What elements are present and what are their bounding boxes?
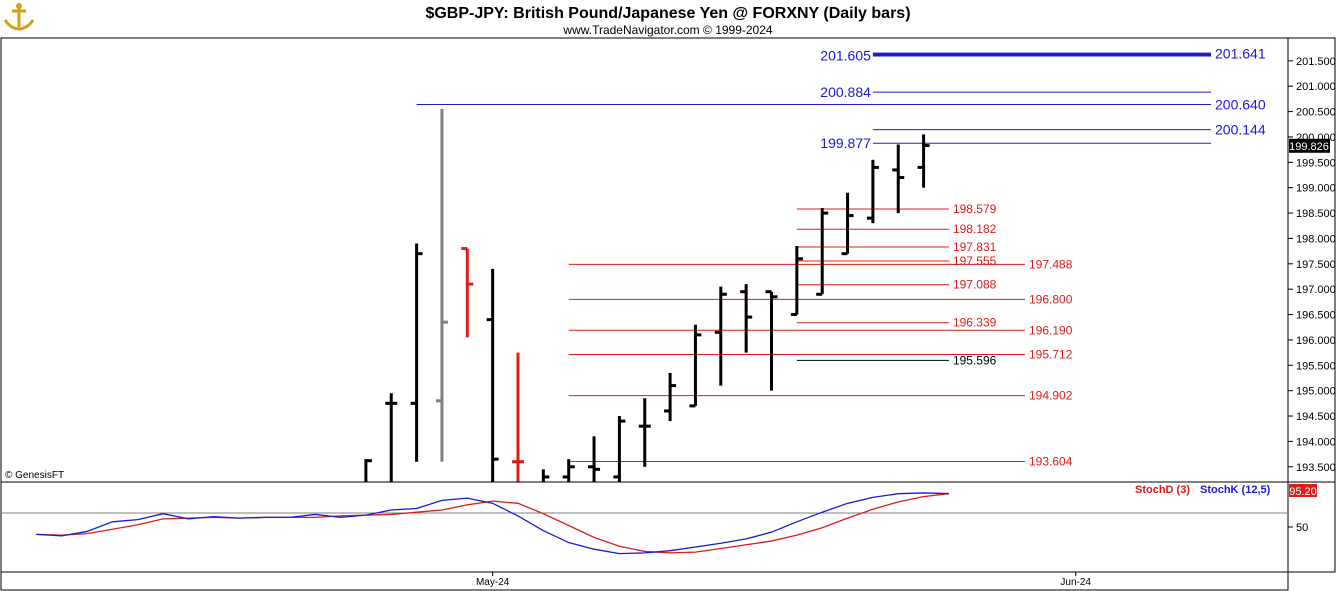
price-tick-label: 196.000 xyxy=(1296,335,1336,347)
chart-title: $GBP-JPY: British Pound/Japanese Yen @ F… xyxy=(425,5,910,22)
price-bar xyxy=(562,459,575,482)
level-label: 195.712 xyxy=(1029,348,1073,362)
level-label: 195.596 xyxy=(953,353,997,367)
last-price-marker: 199.826 xyxy=(1289,138,1330,153)
date-axis xyxy=(0,571,1289,591)
date-tick-label: May-24 xyxy=(476,577,510,588)
price-bar xyxy=(638,398,651,467)
oscillator-tick-label: 50 xyxy=(1296,522,1308,534)
price-tick-label: 195.500 xyxy=(1296,360,1336,372)
oscillator-last-box xyxy=(1289,484,1317,497)
price-tick-label: 198.000 xyxy=(1296,233,1336,245)
price-tick-label: 193.500 xyxy=(1296,462,1336,474)
price-bar xyxy=(765,290,778,391)
price-tick-label: 194.500 xyxy=(1296,411,1336,423)
level-label: 200.884 xyxy=(820,84,871,100)
price-bar xyxy=(435,109,448,462)
price-bar xyxy=(486,268,499,482)
price-tick-label: 200.500 xyxy=(1296,107,1336,119)
level-label: 198.579 xyxy=(953,202,997,216)
level-label: 196.800 xyxy=(1029,292,1073,306)
price-bar xyxy=(892,144,905,214)
price-tick-label: 199.000 xyxy=(1296,183,1336,195)
price-bar xyxy=(664,372,677,422)
price-bar xyxy=(841,192,854,256)
price-bar xyxy=(689,324,702,408)
level-label: 196.339 xyxy=(953,316,997,330)
oscillator-lines xyxy=(36,492,950,555)
price-tick-label: 195.000 xyxy=(1296,386,1336,398)
level-label: 197.088 xyxy=(953,278,997,292)
price-tick-label: 196.500 xyxy=(1296,310,1336,322)
price-bar xyxy=(512,352,524,482)
price-bar xyxy=(866,159,879,224)
price-bar xyxy=(588,436,601,482)
price-tick-label: 201.000 xyxy=(1296,81,1336,93)
oscillator-last-value: 95.20 xyxy=(1289,486,1317,498)
price-bar xyxy=(790,246,803,317)
price-bar xyxy=(410,243,423,462)
copyright-label: © GenesisFT xyxy=(5,470,64,481)
price-bar xyxy=(714,286,727,386)
price-tick-label: 199.500 xyxy=(1296,157,1336,169)
level-label: 201.641 xyxy=(1215,46,1266,62)
oscillator-axis-ticks: 50 xyxy=(1288,522,1308,534)
legend-stochk: StochK (12,5) xyxy=(1200,484,1271,496)
price-tick-label: 201.500 xyxy=(1296,56,1336,68)
last-price-label: 199.826 xyxy=(1289,141,1329,153)
chart-subtitle: www.TradeNavigator.com © 1999-2024 xyxy=(562,23,772,37)
price-bar xyxy=(816,207,829,296)
price-bar xyxy=(740,284,753,353)
price-bar xyxy=(385,393,398,482)
price-bar xyxy=(364,459,372,482)
date-axis-ticks: May-24 Jun-24 xyxy=(476,572,1091,588)
level-label: 196.190 xyxy=(1029,323,1073,337)
date-tick-label: Jun-24 xyxy=(1060,577,1091,588)
price-bars xyxy=(364,109,930,482)
level-label: 199.877 xyxy=(820,135,871,151)
price-levels: 201.641 201.605 200.884 200.640 200.144 199.8… xyxy=(416,46,1266,468)
price-axis xyxy=(1287,37,1336,483)
price-bar xyxy=(541,469,550,482)
oscillator-pane xyxy=(0,481,1289,573)
level-label: 198.182 xyxy=(953,222,997,236)
price-tick-label: 197.500 xyxy=(1296,259,1336,271)
level-label: 197.488 xyxy=(1029,257,1073,271)
price-tick-label: 198.500 xyxy=(1296,208,1336,220)
level-label: 193.604 xyxy=(1029,454,1073,468)
price-tick-label: 197.000 xyxy=(1296,284,1336,296)
level-label: 194.902 xyxy=(1029,389,1073,403)
level-label: 201.605 xyxy=(820,48,871,64)
level-label: 197.555 xyxy=(953,254,997,268)
level-label: 197.831 xyxy=(953,240,997,254)
price-bar xyxy=(613,416,626,482)
price-bar xyxy=(461,247,474,338)
price-tick-label: 194.000 xyxy=(1296,436,1336,448)
logo-icon xyxy=(3,2,35,34)
legend-stochd: StochD (3) xyxy=(1135,484,1190,496)
level-label: 200.640 xyxy=(1215,96,1266,112)
oscillator-series-line xyxy=(36,492,949,555)
price-axis-ticks: 201.500201.000200.500200.000199.500199.0… xyxy=(1288,56,1336,474)
level-label: 200.144 xyxy=(1215,122,1266,138)
price-bar xyxy=(917,134,930,188)
oscillator-series-line xyxy=(36,492,950,554)
